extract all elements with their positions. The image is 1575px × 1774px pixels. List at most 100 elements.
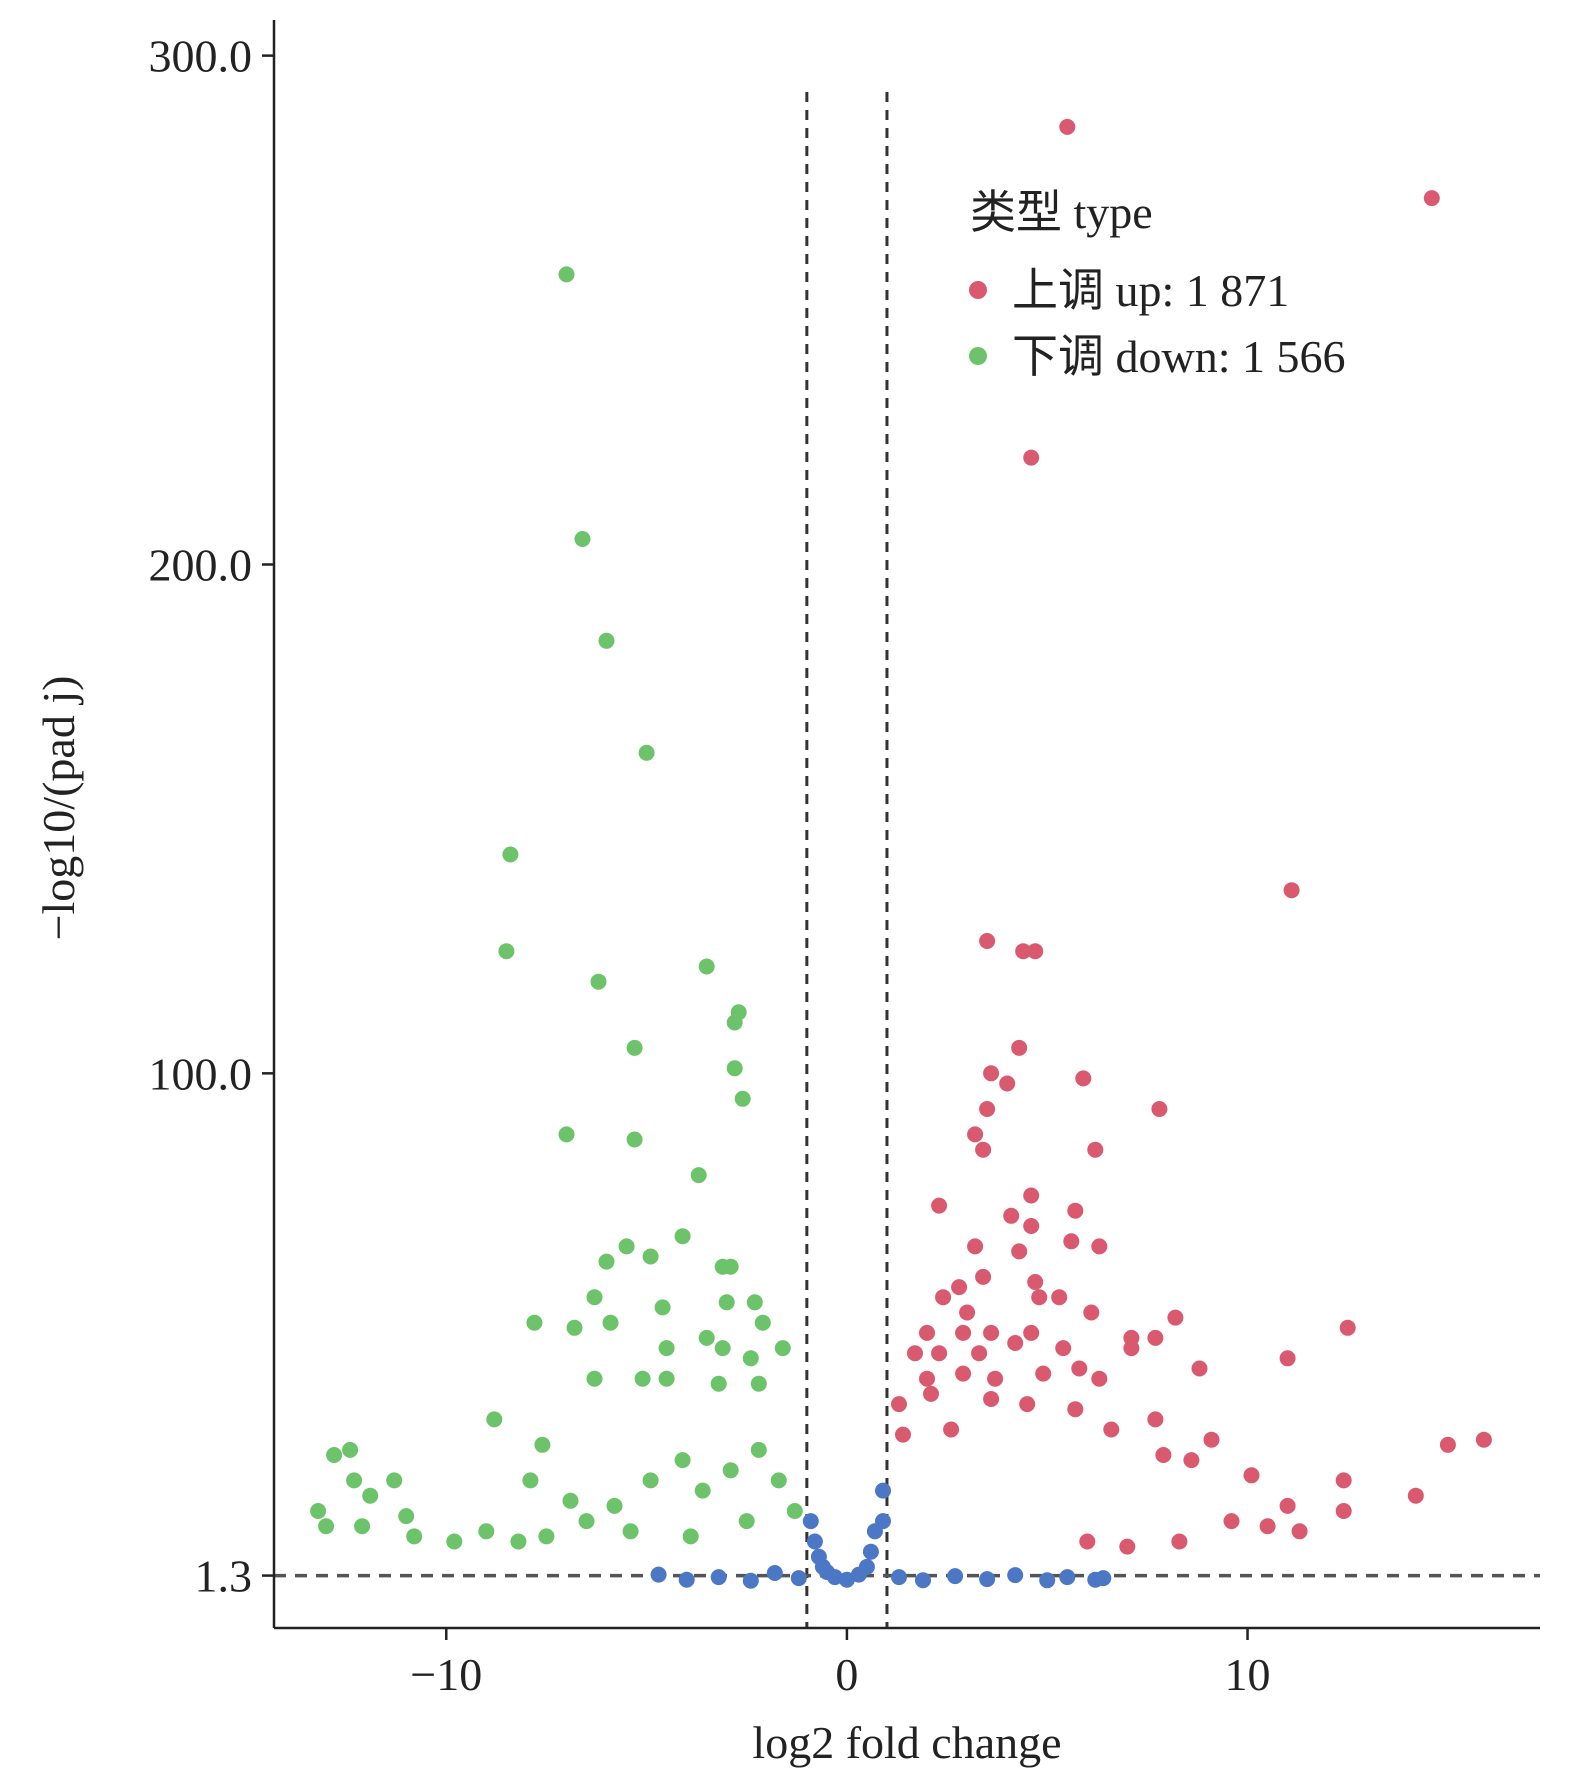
- data-point: [718, 1294, 735, 1311]
- data-point: [342, 1441, 359, 1458]
- data-point: [574, 531, 591, 547]
- data-point: [682, 1528, 699, 1545]
- data-point: [1407, 1487, 1424, 1504]
- legend-label-up: 上调 up: 1 871: [1012, 265, 1289, 316]
- data-point: [891, 1569, 907, 1586]
- data-point: [1031, 1289, 1048, 1306]
- data-point: [698, 1329, 715, 1346]
- data-point: [919, 1370, 935, 1387]
- data-point: [1335, 1503, 1352, 1519]
- data-point: [1123, 1340, 1140, 1357]
- legend-title: 类型 type: [970, 187, 1153, 238]
- data-point: [1059, 118, 1076, 135]
- data-point: [858, 1558, 875, 1575]
- data-point: [354, 1518, 371, 1535]
- data-point: [642, 1248, 659, 1265]
- data-point: [1103, 1421, 1120, 1438]
- data-point: [1095, 1570, 1112, 1587]
- data-point: [726, 1014, 743, 1031]
- data-point: [650, 1566, 667, 1583]
- y-tick-label: 100.0: [149, 1048, 253, 1099]
- data-point: [586, 1289, 603, 1306]
- data-point: [598, 1253, 615, 1270]
- data-point: [802, 1513, 819, 1530]
- data-point: [1083, 1304, 1100, 1321]
- data-point: [558, 1126, 575, 1143]
- x-axis-title: log2 fold change: [752, 1717, 1061, 1768]
- data-point: [1423, 190, 1440, 207]
- legend: 类型 type 上调 up: 1 871 下调 down: 1 566: [969, 187, 1346, 382]
- axes: [272, 20, 1540, 1630]
- data-point: [935, 1289, 952, 1306]
- data-point: [1151, 1101, 1168, 1117]
- data-point: [1051, 1289, 1068, 1306]
- data-point: [318, 1518, 335, 1535]
- data-point: [638, 744, 655, 761]
- data-point: [1087, 1141, 1104, 1158]
- data-point: [742, 1350, 759, 1367]
- data-point: [967, 1238, 984, 1255]
- data-point: [1475, 1431, 1492, 1448]
- data-point: [931, 1197, 948, 1214]
- x-tick-label: 10: [1225, 1649, 1271, 1700]
- data-point: [398, 1508, 415, 1525]
- data-point: [983, 1065, 1000, 1082]
- data-point: [714, 1258, 731, 1275]
- data-point: [578, 1513, 595, 1530]
- data-point: [1079, 1533, 1096, 1550]
- data-point: [558, 266, 575, 283]
- data-point: [678, 1571, 695, 1588]
- data-point: [1147, 1329, 1164, 1346]
- data-point: [967, 1126, 984, 1143]
- data-point: [738, 1513, 755, 1530]
- data-point: [1155, 1447, 1172, 1463]
- data-point: [750, 1441, 767, 1458]
- data-point: [618, 1238, 635, 1255]
- data-point: [770, 1472, 787, 1489]
- data-point: [538, 1528, 555, 1545]
- data-point: [1335, 1472, 1352, 1489]
- data-point: [1007, 1335, 1024, 1351]
- data-point: [1439, 1436, 1456, 1453]
- data-point: [754, 1314, 771, 1331]
- legend-marker-down: [969, 347, 987, 365]
- data-point: [766, 1565, 783, 1581]
- data-point: [786, 1503, 803, 1519]
- data-point: [522, 1472, 539, 1489]
- data-point: [626, 1131, 643, 1148]
- data-point: [806, 1533, 823, 1550]
- data-point: [1279, 1497, 1296, 1514]
- data-point: [919, 1324, 935, 1341]
- data-point: [951, 1279, 968, 1296]
- data-point: [562, 1492, 579, 1509]
- data-point: [1003, 1207, 1020, 1224]
- data-point: [710, 1375, 727, 1392]
- data-point: [694, 1482, 711, 1499]
- data-point: [654, 1299, 671, 1316]
- data-point: [642, 1472, 659, 1489]
- data-point: [386, 1472, 403, 1489]
- data-point: [1191, 1360, 1208, 1377]
- data-point: [1007, 1567, 1024, 1584]
- data-point: [947, 1568, 964, 1585]
- y-tick-label: 1.3: [195, 1551, 253, 1602]
- data-point: [1291, 1523, 1308, 1540]
- data-point: [1027, 943, 1044, 960]
- data-point: [1171, 1533, 1188, 1550]
- data-point: [875, 1482, 891, 1499]
- data-point: [446, 1533, 463, 1550]
- data-point: [1011, 1243, 1028, 1260]
- x-tick-label: 0: [835, 1649, 858, 1700]
- data-point: [598, 632, 615, 649]
- data-point: [1167, 1309, 1184, 1326]
- data-point: [674, 1228, 691, 1245]
- data-point: [1183, 1452, 1200, 1469]
- data-point: [923, 1385, 939, 1402]
- data-point: [534, 1436, 551, 1453]
- data-point: [875, 1513, 891, 1530]
- data-point: [1027, 1274, 1044, 1290]
- data-point: [931, 1345, 948, 1362]
- data-point: [774, 1340, 791, 1357]
- data-point: [626, 1039, 643, 1056]
- data-point: [1147, 1411, 1164, 1428]
